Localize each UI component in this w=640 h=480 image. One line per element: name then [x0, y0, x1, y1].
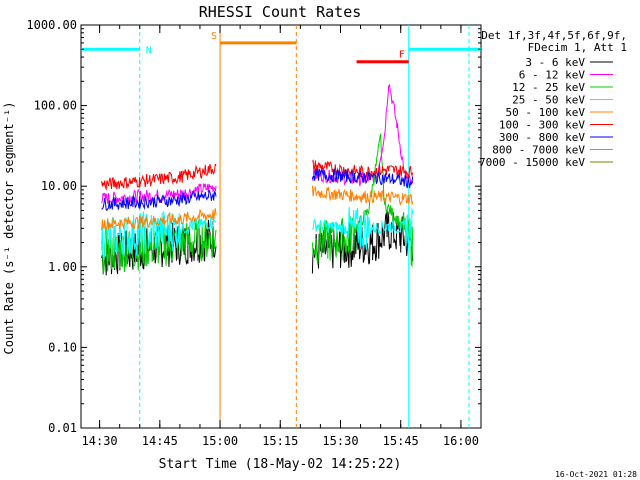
y-tick-label: 1000.00 — [26, 18, 77, 32]
x-tick-label: 15:15 — [262, 434, 298, 448]
legend-label-6: 300 - 800 keV — [499, 131, 585, 144]
plot-frame — [80, 24, 482, 429]
x-tick-label: 15:00 — [202, 434, 238, 448]
series-line-1 — [101, 84, 414, 205]
chart-title: RHESSI Count Rates — [199, 3, 362, 21]
y-tick-label: 0.01 — [48, 421, 77, 435]
footer-timestamp: 16-Oct-2021 01:28 — [555, 470, 637, 479]
y-axis-label: Count Rate (s⁻¹ detector segment⁻¹) — [2, 102, 16, 355]
legend-label-7: 800 - 7000 keV — [492, 144, 585, 157]
legend-label-1: 6 - 12 keV — [519, 69, 586, 82]
legend-label-3: 25 - 50 keV — [512, 94, 585, 107]
x-axis-label: Start Time (18-May-02 14:25:22) — [159, 457, 402, 472]
x-tick-label: 15:30 — [322, 434, 358, 448]
y-tick-label: 1.00 — [48, 260, 77, 274]
legend-label-8: 7000 - 15000 keV — [479, 156, 585, 169]
x-tick-label: 14:45 — [142, 434, 178, 448]
x-tick-label: 16:00 — [443, 434, 479, 448]
legend-header-2: FDecim 1, Att 1 — [528, 41, 627, 54]
legend-label-2: 12 - 25 keV — [512, 81, 585, 94]
legend-label-5: 100 - 300 keV — [499, 119, 585, 132]
series-line-5 — [101, 159, 414, 191]
series-line-4 — [101, 185, 414, 231]
annotation-label: N — [146, 45, 152, 56]
x-tick-label: 15:45 — [383, 434, 419, 448]
x-tick-label: 14:30 — [82, 434, 118, 448]
legend-label-0: 3 - 6 keV — [525, 56, 585, 69]
annotation-label: S — [211, 31, 217, 42]
legend-label-4: 50 - 100 keV — [506, 106, 586, 119]
legend-header-1: Det 1f,3f,4f,5f,6f,9f, — [481, 29, 627, 42]
series-line-6 — [101, 167, 414, 212]
y-tick-label: 100.00 — [34, 99, 77, 113]
y-tick-label: 10.00 — [41, 179, 77, 193]
annotation-label: F — [399, 50, 405, 61]
y-tick-label: 0.10 — [48, 340, 77, 354]
